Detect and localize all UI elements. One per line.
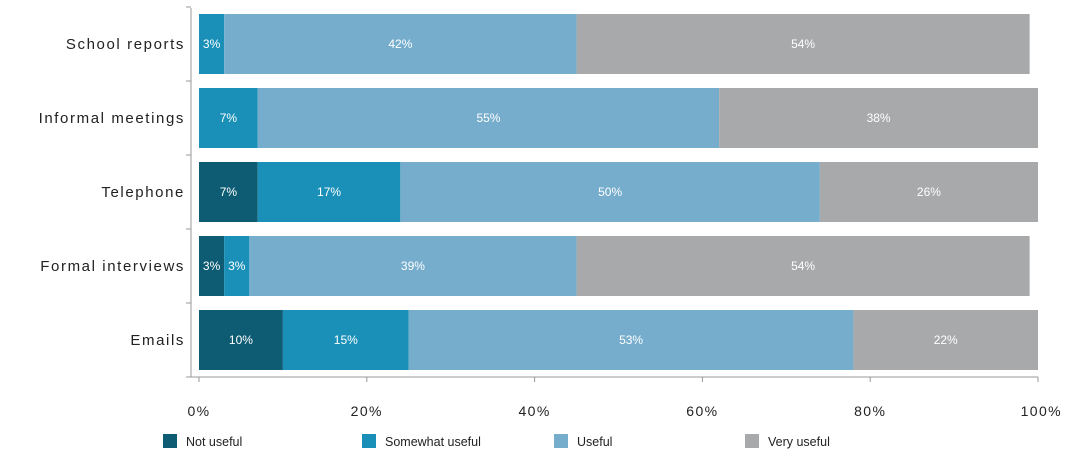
bar-segment bbox=[199, 14, 225, 74]
bar-data-label: 7% bbox=[220, 111, 238, 125]
bar-data-label: 15% bbox=[334, 333, 358, 347]
x-tick-label: 60% bbox=[686, 403, 718, 419]
category-label: School reports bbox=[66, 36, 185, 53]
bar-segment bbox=[224, 14, 577, 74]
legend-swatch bbox=[163, 434, 177, 448]
x-tick-label: 20% bbox=[351, 403, 383, 419]
bar-data-label: 3% bbox=[203, 259, 221, 273]
bar-segment bbox=[199, 88, 258, 148]
bar-segment bbox=[257, 162, 401, 222]
x-tick-label: 40% bbox=[518, 403, 550, 419]
bar-data-label: 54% bbox=[791, 259, 815, 273]
bar-segment bbox=[199, 310, 283, 370]
bar-segment bbox=[199, 162, 258, 222]
bar-segment bbox=[819, 162, 1038, 222]
legend-label: Very useful bbox=[768, 435, 830, 449]
bar-data-label: 50% bbox=[598, 185, 622, 199]
legend-swatch bbox=[554, 434, 568, 448]
legend-label: Not useful bbox=[186, 435, 242, 449]
legend-label: Useful bbox=[577, 435, 612, 449]
bar-data-label: 10% bbox=[229, 333, 253, 347]
x-tick-label: 80% bbox=[854, 403, 886, 419]
bar-data-label: 3% bbox=[228, 259, 246, 273]
legend-label: Somewhat useful bbox=[385, 435, 481, 449]
category-label: Formal interviews bbox=[40, 258, 185, 275]
bar-segment bbox=[257, 88, 720, 148]
bar-segment bbox=[224, 236, 250, 296]
category-label: Informal meetings bbox=[39, 110, 185, 127]
bar-data-label: 42% bbox=[388, 37, 412, 51]
x-tick-label: 100% bbox=[1021, 403, 1062, 419]
legend-swatch bbox=[362, 434, 376, 448]
bar-segment bbox=[408, 310, 854, 370]
bar-data-label: 38% bbox=[867, 111, 891, 125]
bar-segment bbox=[853, 310, 1038, 370]
bar-data-label: 55% bbox=[476, 111, 500, 125]
bar-data-label: 53% bbox=[619, 333, 643, 347]
bar-segment bbox=[199, 236, 225, 296]
bars-layer: 3% 42% 54% 7% 55% 38% 7% 17% 50% 26% 3% 3% 39% 54% 10%… bbox=[199, 14, 1038, 370]
x-tick-label: 0% bbox=[187, 403, 210, 419]
category-label: Emails bbox=[130, 332, 185, 349]
bar-data-label: 22% bbox=[934, 333, 958, 347]
bar-segment bbox=[282, 310, 409, 370]
category-label: Telephone bbox=[101, 184, 185, 201]
bar-data-label: 3% bbox=[203, 37, 221, 51]
axis-layer: School reports Informal meetings Telephone… bbox=[39, 6, 1062, 419]
bar-data-label: 7% bbox=[220, 185, 238, 199]
bar-segment bbox=[400, 162, 820, 222]
legend: Not useful Somewhat useful Useful Very usef… bbox=[163, 434, 830, 449]
bar-data-label: 26% bbox=[917, 185, 941, 199]
bar-segment bbox=[576, 14, 1030, 74]
bar-data-label: 17% bbox=[317, 185, 341, 199]
bar-segment bbox=[576, 236, 1030, 296]
bar-segment bbox=[719, 88, 1038, 148]
bar-data-label: 54% bbox=[791, 37, 815, 51]
legend-swatch bbox=[745, 434, 759, 448]
bar-data-label: 39% bbox=[401, 259, 425, 273]
bar-segment bbox=[249, 236, 577, 296]
